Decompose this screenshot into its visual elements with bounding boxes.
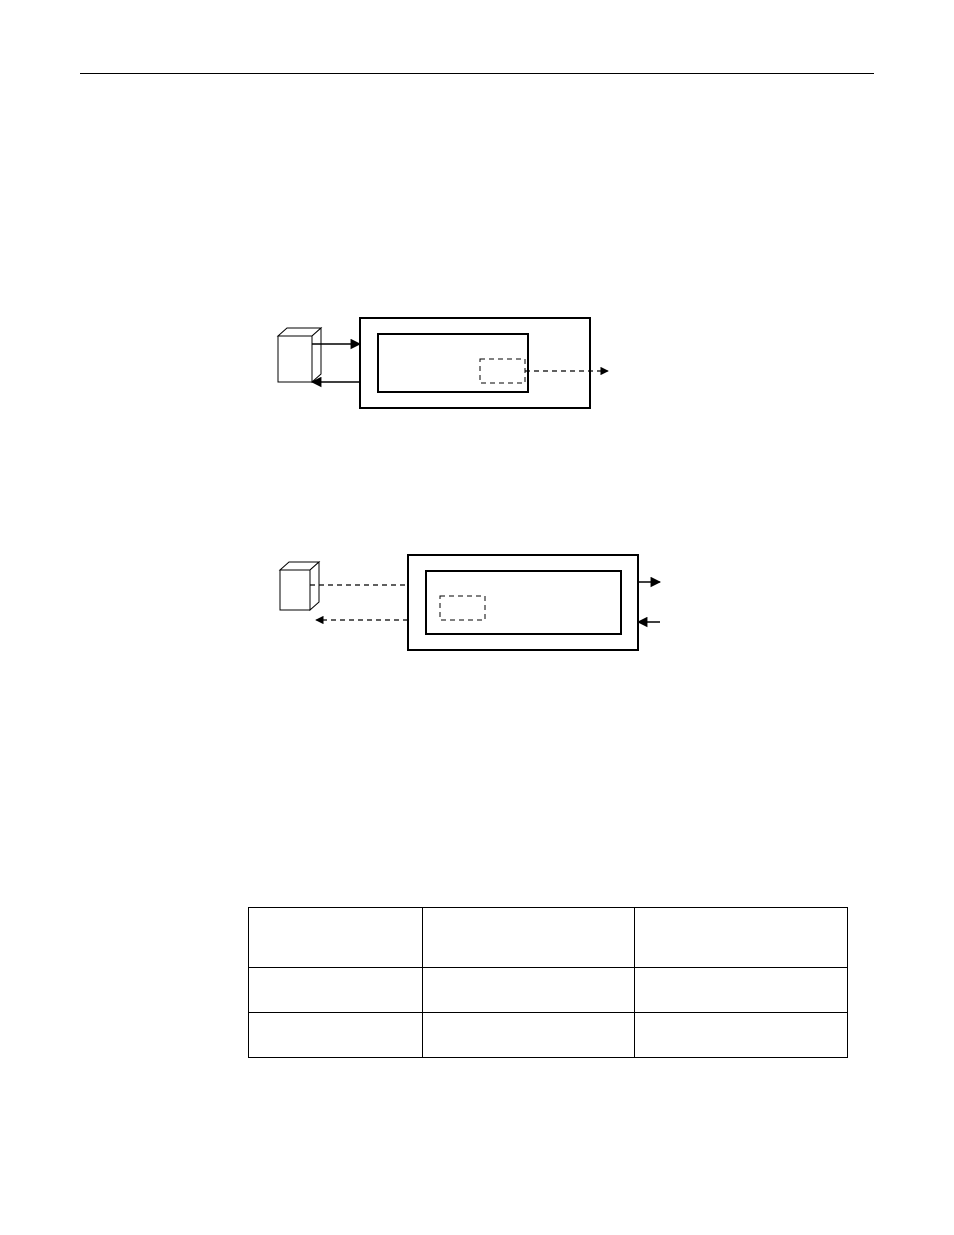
page [0, 0, 954, 1235]
table-cell [249, 968, 423, 1013]
diagram-b-inner-rect [426, 571, 621, 634]
table-row [249, 1013, 848, 1058]
table-header-cell [635, 908, 848, 968]
table-header-cell [422, 908, 635, 968]
table-header-cell [249, 908, 423, 968]
table-row [249, 908, 848, 968]
table-cell [249, 1013, 423, 1058]
table-cell [422, 968, 635, 1013]
diagram-b-outer-rect [408, 555, 638, 650]
table-cell [422, 1013, 635, 1058]
table-row [249, 968, 848, 1013]
table-cell [635, 968, 848, 1013]
data-table [248, 907, 848, 1058]
table-cell [635, 1013, 848, 1058]
diagram-b-box3d [280, 562, 319, 610]
diagram-b-dashed-rect [440, 596, 485, 620]
